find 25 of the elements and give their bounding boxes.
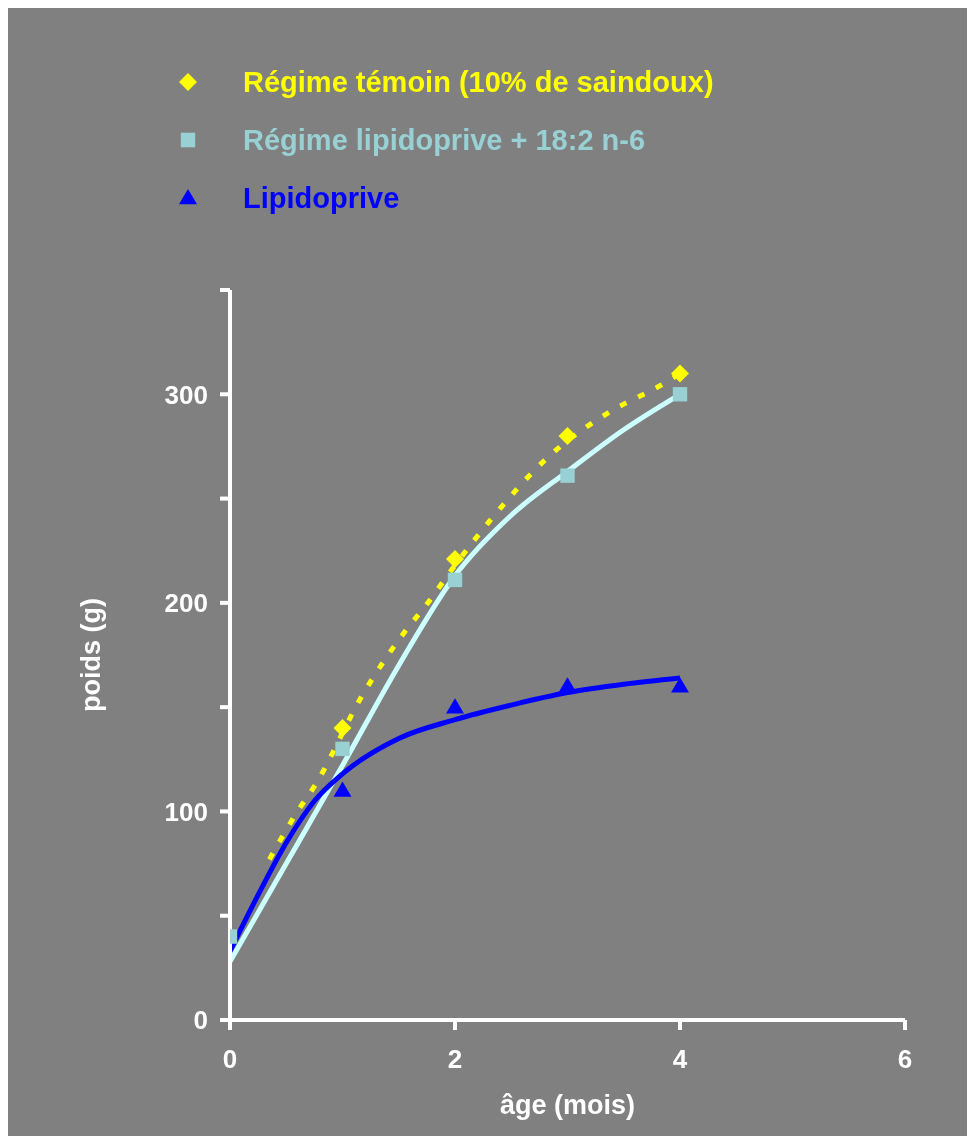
x-tick-label: 2	[447, 1044, 463, 1075]
point	[447, 572, 463, 588]
y-tick-label: 300	[164, 379, 208, 410]
legend-label: Lipidoprive	[243, 181, 400, 215]
x-tick-label: 4	[672, 1044, 688, 1075]
legend-label: Régime témoin (10% de saindoux)	[243, 65, 714, 99]
x-axis-title: âge (mois)	[499, 1090, 636, 1120]
point	[671, 364, 689, 383]
point	[560, 468, 575, 483]
legend-label: Régime lipidoprive + 18:2 n-6	[243, 123, 646, 157]
point	[333, 719, 352, 737]
point	[558, 677, 577, 693]
point	[446, 550, 464, 569]
y-axis-title: poids (g)	[75, 598, 106, 712]
point	[558, 427, 577, 445]
point	[333, 781, 352, 797]
y-tick-label: 100	[164, 796, 208, 827]
x-tick-label: 6	[897, 1044, 913, 1075]
point	[335, 741, 350, 757]
y-tick-label: 0	[193, 1005, 208, 1036]
y-tick-label: 200	[164, 588, 208, 619]
point	[671, 677, 689, 693]
x-tick-label: 0	[222, 1044, 238, 1075]
point	[446, 698, 464, 714]
point	[672, 387, 688, 402]
